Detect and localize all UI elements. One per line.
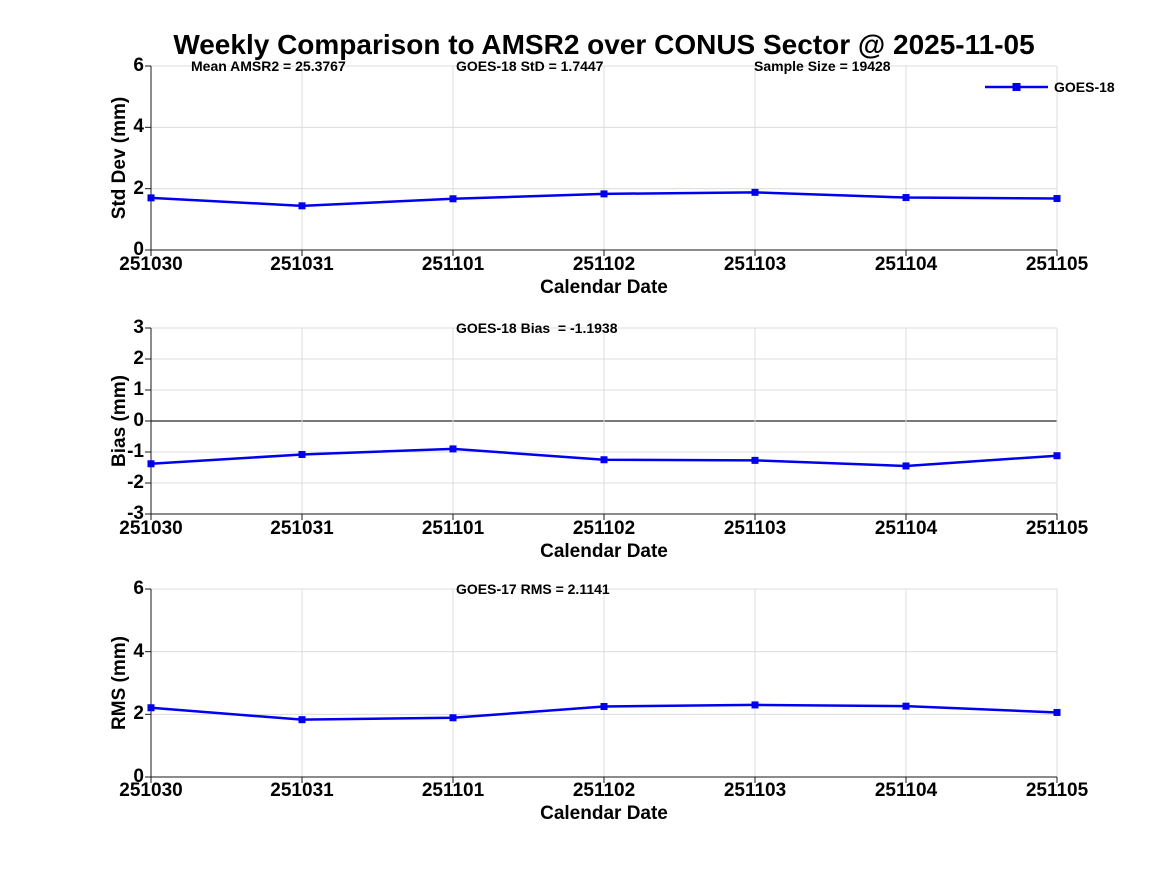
x-tick-label: 251030 bbox=[119, 254, 183, 275]
y-tick-label: 2 bbox=[133, 177, 144, 199]
data-point-marker bbox=[449, 195, 457, 203]
data-point-marker bbox=[298, 716, 306, 724]
y-tick-label: 4 bbox=[133, 640, 144, 662]
x-axis-label: Calendar Date bbox=[540, 277, 668, 298]
x-axis-label: Calendar Date bbox=[540, 803, 668, 824]
data-point-marker bbox=[902, 194, 910, 202]
y-tick-label: -1 bbox=[127, 441, 144, 462]
data-point-marker bbox=[902, 462, 910, 470]
data-point-marker bbox=[1053, 194, 1061, 202]
y-tick-label: 3 bbox=[133, 317, 144, 338]
x-tick-label: 251031 bbox=[270, 780, 334, 801]
y-tick-label: 6 bbox=[133, 55, 144, 76]
data-point-marker bbox=[600, 456, 608, 464]
panel-annotation: GOES-18 StD = 1.7447 bbox=[456, 58, 604, 74]
x-tick-label: 251030 bbox=[119, 780, 183, 801]
x-tick-label: 251101 bbox=[421, 254, 485, 275]
y-axis-label: Bias (mm) bbox=[109, 375, 130, 467]
data-point-marker bbox=[147, 460, 155, 468]
x-tick-label: 251030 bbox=[119, 518, 183, 539]
y-tick-label: -2 bbox=[127, 472, 144, 493]
legend-label-goes18: GOES-18 bbox=[1054, 79, 1115, 95]
y-tick-label: 2 bbox=[133, 703, 144, 725]
y-tick-label: -3 bbox=[127, 503, 144, 524]
data-point-marker bbox=[449, 445, 457, 453]
legend-marker-sample bbox=[1012, 83, 1021, 91]
y-tick-label: 0 bbox=[133, 410, 144, 431]
data-point-marker bbox=[902, 702, 910, 710]
data-point-marker bbox=[1053, 708, 1061, 716]
data-point-marker bbox=[298, 202, 306, 210]
x-tick-label: 251031 bbox=[270, 518, 334, 539]
x-tick-label: 251103 bbox=[723, 254, 787, 275]
data-point-marker bbox=[751, 456, 759, 464]
panel-annotation: Mean AMSR2 = 25.3767 bbox=[191, 58, 346, 74]
figure-title: Weekly Comparison to AMSR2 over CONUS Se… bbox=[173, 29, 1035, 60]
x-tick-label: 251105 bbox=[1025, 254, 1089, 275]
data-point-marker bbox=[600, 190, 608, 198]
y-axis-label: RMS (mm) bbox=[109, 636, 130, 730]
x-tick-label: 251105 bbox=[1025, 518, 1089, 539]
x-tick-label: 251104 bbox=[874, 518, 938, 539]
y-tick-label: 4 bbox=[133, 116, 144, 138]
x-tick-label: 251105 bbox=[1025, 780, 1089, 801]
data-point-marker bbox=[600, 703, 608, 710]
y-axis-label: Std Dev (mm) bbox=[109, 96, 130, 220]
y-tick-label: 6 bbox=[133, 578, 144, 599]
x-tick-label: 251101 bbox=[421, 780, 485, 801]
x-tick-label: 251104 bbox=[874, 254, 938, 275]
x-tick-label: 251031 bbox=[270, 254, 334, 275]
panel-annotation: Sample Size = 19428 bbox=[754, 58, 891, 74]
data-point-marker bbox=[147, 194, 155, 202]
panel-annotation: GOES-17 RMS = 2.1141 bbox=[456, 581, 610, 597]
x-axis-label: Calendar Date bbox=[540, 541, 668, 562]
panel-annotation: GOES-18 Bias = -1.1938 bbox=[456, 320, 618, 336]
y-tick-label: 0 bbox=[133, 239, 144, 260]
x-tick-label: 251102 bbox=[572, 518, 636, 539]
data-point-marker bbox=[449, 714, 457, 722]
y-tick-label: 1 bbox=[133, 379, 144, 400]
data-point-marker bbox=[751, 188, 759, 196]
y-tick-label: 0 bbox=[133, 766, 144, 787]
y-tick-label: 2 bbox=[133, 348, 144, 369]
data-point-marker bbox=[298, 450, 306, 458]
x-tick-label: 251104 bbox=[874, 780, 938, 801]
data-point-marker bbox=[147, 704, 155, 712]
x-tick-label: 251103 bbox=[723, 780, 787, 801]
data-point-marker bbox=[1053, 452, 1061, 460]
x-tick-label: 251103 bbox=[723, 518, 787, 539]
data-point-marker bbox=[751, 701, 759, 709]
x-tick-label: 251102 bbox=[572, 780, 636, 801]
x-tick-label: 251101 bbox=[421, 518, 485, 539]
x-tick-label: 251102 bbox=[572, 254, 636, 275]
